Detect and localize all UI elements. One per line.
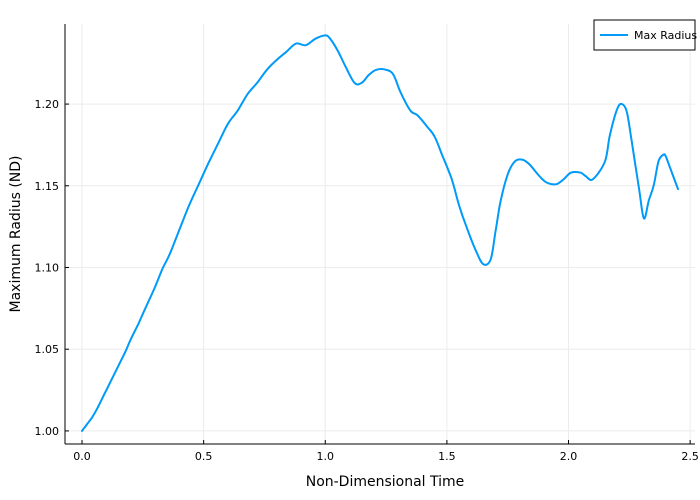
x-axis-ticks: 0.0 0.5 1.0 1.5 2.0 2.5 <box>73 440 699 463</box>
y-axis-ticks: 1.00 1.05 1.10 1.15 1.20 <box>35 98 69 438</box>
x-tick-label: 0.5 <box>195 450 213 463</box>
x-tick-label: 0.0 <box>73 450 91 463</box>
y-tick-label: 1.10 <box>35 262 60 275</box>
x-tick-label: 1.0 <box>317 450 335 463</box>
y-tick-label: 1.20 <box>35 98 60 111</box>
x-tick-label: 2.5 <box>681 450 699 463</box>
y-tick-label: 1.05 <box>35 343 60 356</box>
x-tick-label: 1.5 <box>438 450 456 463</box>
series-line-max-radius <box>81 34 679 432</box>
y-axis-title: Maximum Radius (ND) <box>8 155 24 312</box>
legend: Max Radius <box>593 19 697 51</box>
y-tick-label: 1.00 <box>35 425 60 438</box>
y-grid <box>65 103 695 432</box>
y-tick-label: 1.15 <box>35 180 60 193</box>
x-axis-title: Non-Dimensional Time <box>306 474 465 490</box>
x-tick-label: 2.0 <box>560 450 578 463</box>
legend-label-max-radius: Max Radius <box>634 29 697 42</box>
x-grid <box>81 24 691 444</box>
